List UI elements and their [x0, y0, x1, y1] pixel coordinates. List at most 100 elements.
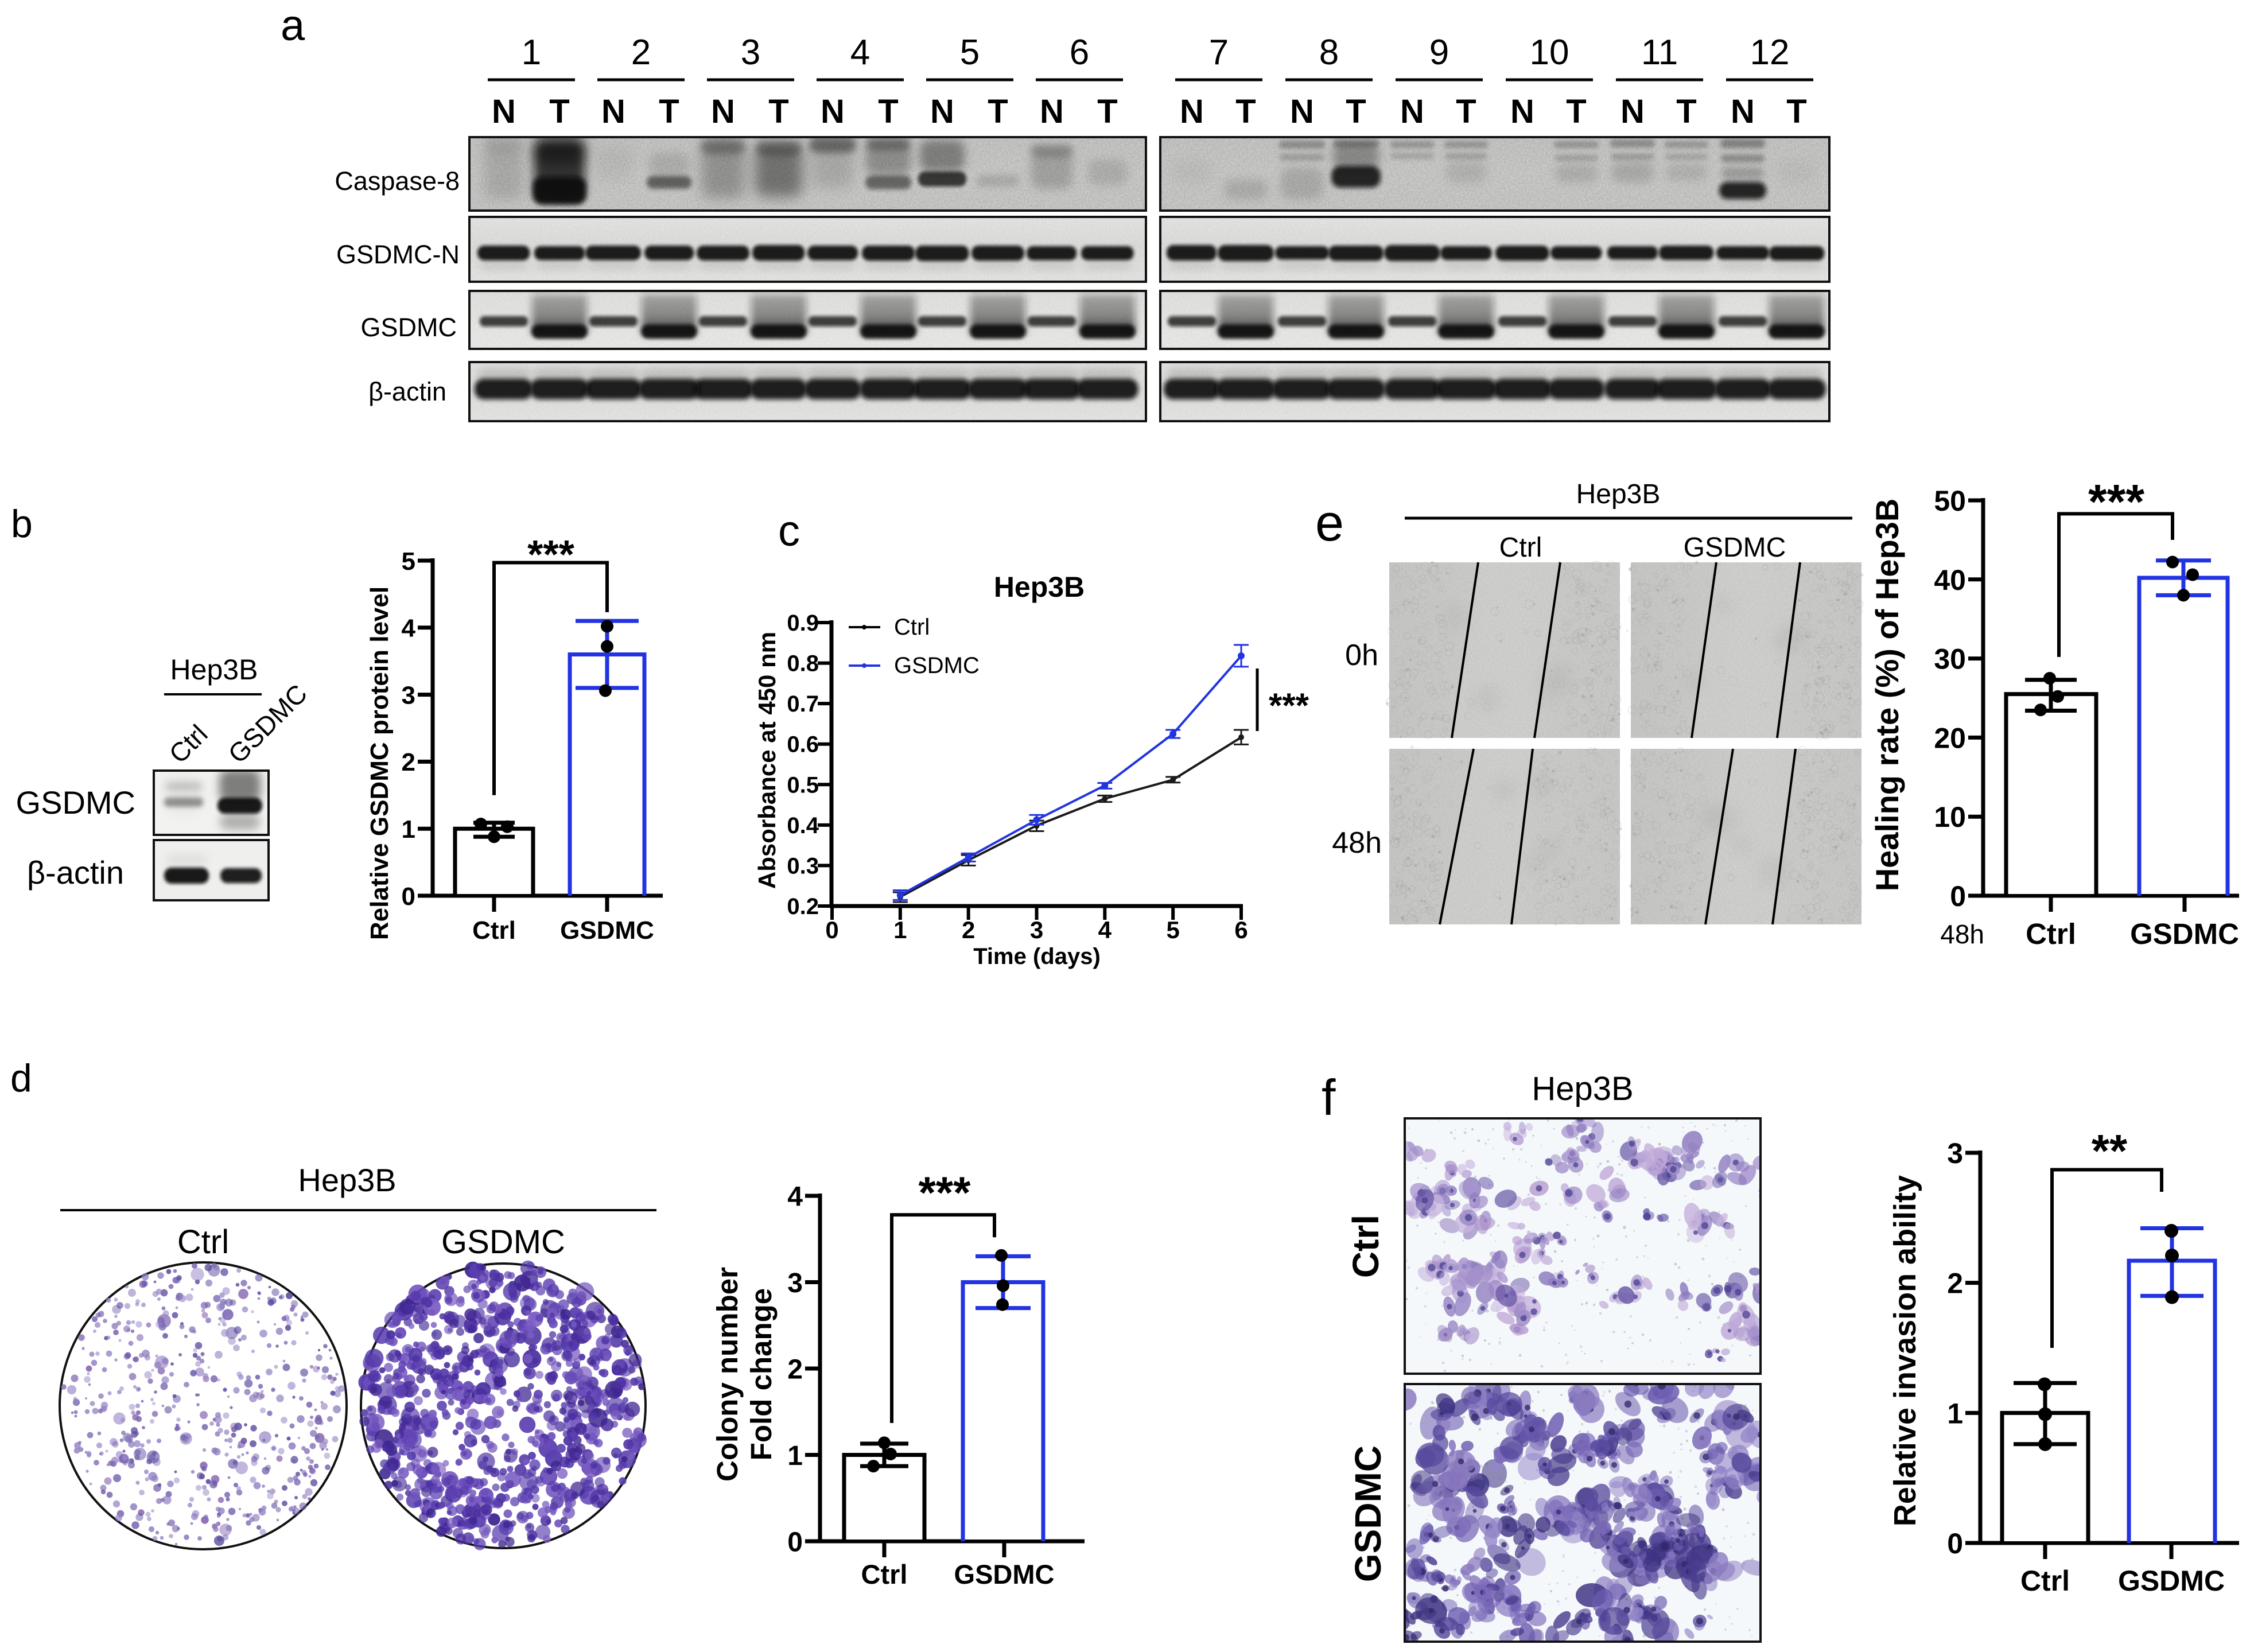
svg-text:T: T — [878, 93, 898, 130]
svg-text:Hep3B: Hep3B — [170, 654, 258, 686]
svg-text:***: *** — [527, 532, 574, 577]
svg-text:5: 5 — [960, 33, 980, 72]
svg-text:0.2: 0.2 — [787, 894, 819, 919]
svg-text:4: 4 — [402, 615, 416, 643]
svg-text:c: c — [778, 507, 800, 555]
svg-text:Ctrl: Ctrl — [472, 916, 516, 944]
svg-text:0.8: 0.8 — [787, 651, 819, 677]
svg-text:48h: 48h — [1332, 826, 1382, 860]
svg-text:GSDMC: GSDMC — [16, 784, 135, 821]
svg-text:0: 0 — [787, 1527, 803, 1557]
svg-text:3: 3 — [402, 681, 415, 709]
svg-text:Ctrl: Ctrl — [177, 1223, 229, 1261]
svg-text:0: 0 — [825, 916, 838, 943]
svg-text:***: *** — [918, 1167, 971, 1218]
svg-text:0.4: 0.4 — [787, 813, 819, 838]
svg-text:2: 2 — [962, 916, 975, 943]
svg-text:T: T — [1786, 93, 1806, 130]
svg-text:0.5: 0.5 — [787, 772, 819, 798]
svg-text:Colony number: Colony number — [711, 1267, 744, 1482]
svg-text:GSDMC: GSDMC — [560, 916, 654, 944]
svg-text:3: 3 — [741, 33, 760, 72]
svg-text:T: T — [1566, 93, 1586, 130]
svg-text:***: *** — [2088, 475, 2144, 528]
svg-text:N: N — [1400, 93, 1424, 130]
svg-text:12: 12 — [1750, 33, 1790, 72]
svg-text:N: N — [601, 93, 625, 130]
svg-text:Time (days): Time (days) — [973, 944, 1101, 969]
svg-text:β-actin: β-actin — [368, 377, 446, 406]
svg-text:11: 11 — [1641, 33, 1678, 72]
svg-text:4: 4 — [787, 1181, 803, 1212]
svg-text:N: N — [1290, 93, 1314, 130]
svg-text:N: N — [1620, 93, 1645, 130]
svg-text:GSDMC: GSDMC — [1684, 532, 1786, 563]
svg-text:Relative GSDMC protein level: Relative GSDMC protein level — [366, 586, 394, 940]
svg-text:1: 1 — [893, 916, 907, 943]
svg-text:GSDMC: GSDMC — [894, 653, 980, 678]
svg-text:Ctrl: Ctrl — [1499, 532, 1542, 563]
svg-text:0.3: 0.3 — [787, 853, 819, 879]
svg-text:N: N — [492, 93, 516, 130]
svg-text:d: d — [10, 1056, 32, 1100]
svg-text:Hep3B: Hep3B — [1532, 1070, 1633, 1107]
svg-text:0.6: 0.6 — [787, 732, 819, 757]
svg-text:β-actin: β-actin — [27, 854, 124, 891]
svg-text:GSDMC: GSDMC — [954, 1559, 1055, 1589]
svg-text:***: *** — [1269, 686, 1309, 725]
svg-text:2: 2 — [631, 33, 651, 72]
svg-text:N: N — [1510, 93, 1534, 130]
svg-text:0: 0 — [1950, 880, 1966, 912]
svg-text:T: T — [1456, 93, 1476, 130]
svg-text:T: T — [988, 93, 1008, 130]
svg-text:T: T — [768, 93, 788, 130]
svg-text:9: 9 — [1429, 33, 1449, 72]
svg-text:f: f — [1322, 1069, 1336, 1126]
svg-text:N: N — [821, 93, 845, 130]
svg-text:a: a — [281, 1, 305, 50]
svg-text:Hep3B: Hep3B — [994, 571, 1085, 603]
svg-text:2: 2 — [402, 748, 415, 776]
svg-text:4: 4 — [850, 33, 870, 72]
svg-text:6: 6 — [1234, 916, 1248, 943]
svg-text:1: 1 — [522, 33, 541, 72]
svg-text:N: N — [711, 93, 735, 130]
svg-text:4: 4 — [1098, 916, 1112, 943]
svg-text:b: b — [11, 502, 33, 546]
svg-text:Ctrl: Ctrl — [861, 1559, 908, 1589]
svg-text:20: 20 — [1934, 722, 1966, 754]
svg-text:N: N — [1040, 93, 1064, 130]
svg-text:Ctrl: Ctrl — [2026, 918, 2076, 950]
svg-text:1: 1 — [787, 1441, 803, 1471]
svg-text:GSDMC: GSDMC — [441, 1223, 565, 1261]
svg-text:6: 6 — [1070, 33, 1089, 72]
svg-text:T: T — [549, 93, 569, 130]
svg-text:N: N — [930, 93, 954, 130]
svg-text:Hep3B: Hep3B — [1576, 479, 1661, 510]
svg-text:0h: 0h — [1345, 639, 1378, 672]
svg-text:e: e — [1315, 495, 1344, 552]
svg-text:2: 2 — [787, 1354, 803, 1385]
svg-text:Fold change: Fold change — [745, 1288, 778, 1460]
svg-text:3: 3 — [1030, 916, 1043, 943]
svg-text:0.7: 0.7 — [787, 691, 819, 717]
svg-text:10: 10 — [1934, 801, 1966, 833]
svg-text:GSDMC: GSDMC — [2130, 918, 2239, 950]
svg-text:N: N — [1180, 93, 1204, 130]
svg-text:48h: 48h — [1940, 919, 1984, 949]
svg-text:5: 5 — [1166, 916, 1179, 943]
svg-text:N: N — [1731, 93, 1755, 130]
svg-text:GSDMC-N: GSDMC-N — [336, 240, 460, 269]
svg-text:5: 5 — [402, 547, 415, 576]
svg-text:Healing rate (%) of Hep3B: Healing rate (%) of Hep3B — [1869, 499, 1905, 892]
svg-text:Absorbance at 450 nm: Absorbance at 450 nm — [753, 632, 780, 889]
svg-text:GSDMC: GSDMC — [361, 313, 457, 342]
svg-text:1: 1 — [402, 815, 415, 844]
svg-text:T: T — [1235, 93, 1256, 130]
svg-text:T: T — [1346, 93, 1366, 130]
svg-text:8: 8 — [1319, 33, 1339, 72]
svg-text:0: 0 — [402, 883, 415, 911]
svg-text:T: T — [1676, 93, 1696, 130]
svg-text:7: 7 — [1209, 33, 1229, 72]
svg-text:30: 30 — [1934, 643, 1966, 675]
